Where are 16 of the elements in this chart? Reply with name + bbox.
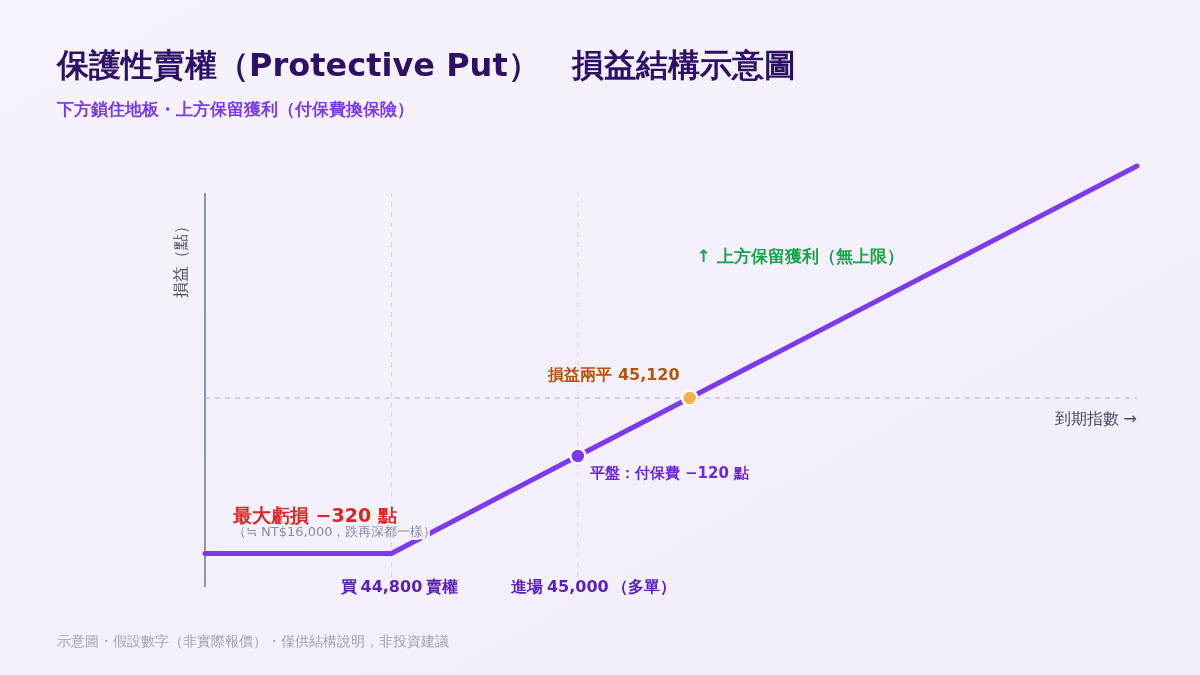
chart-subtitle: 下方鎖住地板・上方保留獲利（付保費換保險） [56, 99, 414, 119]
x-axis-title: 到期指數 → [1054, 409, 1137, 428]
x-tick-label: 44,800 [360, 577, 423, 596]
x-tick-label: 45,000 [546, 577, 609, 596]
text: 賣權 [425, 577, 458, 596]
chart-title: 保護性賣權（Protective Put） 損益結構示意圖 [56, 46, 796, 84]
annotation: 平盤：付保費 −120 點 [588, 464, 750, 482]
text: 進場 [510, 577, 543, 596]
annotation: （≒ NT$16,000，跌再深都一樣） [233, 524, 437, 539]
y-axis-title: 損益（點） [171, 218, 190, 298]
annotation: 最大虧損 −320 點 [232, 504, 397, 527]
annotation: ↑ 上方保留獲利（無上限） [696, 246, 904, 266]
text: （多單） [612, 577, 676, 596]
text: 買 [340, 577, 357, 596]
text: 示意圖・假設數字（非實際報價）・僅供結構說明，非投資建議 [57, 633, 449, 649]
annotation: 損益兩平 45,120 [547, 365, 680, 384]
